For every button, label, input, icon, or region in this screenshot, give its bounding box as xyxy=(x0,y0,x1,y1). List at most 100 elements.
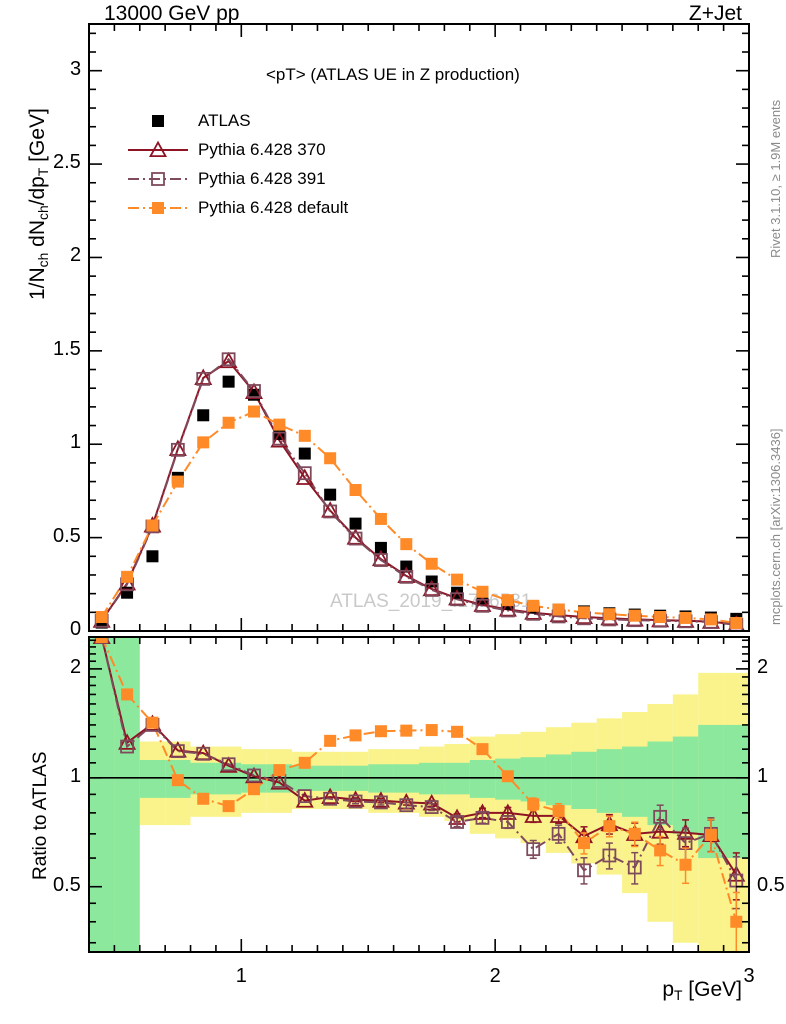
xtick-label-1: 2 xyxy=(489,965,501,987)
main-ytick-label-3: 1.5 xyxy=(53,337,81,360)
marker-filled-square xyxy=(425,557,438,570)
marker-open-square xyxy=(348,794,363,809)
marker-filled-square xyxy=(298,447,311,460)
ratio-ytick-label-0: 0.5 xyxy=(53,873,81,896)
marker-open-square xyxy=(424,583,439,597)
marker-filled-square xyxy=(374,541,387,554)
xtick-label-0: 1 xyxy=(235,965,247,987)
marker-open-square xyxy=(374,553,388,567)
marker-filled-square xyxy=(298,429,311,442)
marker-filled-square xyxy=(603,820,616,833)
marker-filled-square xyxy=(121,688,134,701)
marker-filled-square xyxy=(171,774,184,787)
marker-open-square xyxy=(602,848,617,863)
marker-filled-square xyxy=(704,828,717,841)
marker-filled-square xyxy=(451,573,464,586)
marker-filled-square xyxy=(603,608,616,621)
marker-filled-square xyxy=(171,475,184,488)
marker-open-square xyxy=(653,809,668,824)
marker-open-square xyxy=(323,504,338,519)
marker-open-square xyxy=(120,739,134,754)
marker-filled-square xyxy=(222,416,235,429)
marker-open-square xyxy=(450,815,464,829)
marker-filled-square xyxy=(374,512,387,525)
ratio-line-1 xyxy=(100,637,738,882)
main-ytick-label-0: 0 xyxy=(70,618,82,640)
marker-filled-square xyxy=(654,844,667,857)
marker-filled-square xyxy=(146,550,159,563)
marker-open-triangle xyxy=(295,468,314,485)
marker-open-square xyxy=(170,442,185,457)
marker-open-square xyxy=(272,431,287,446)
marker-open-triangle xyxy=(148,140,168,158)
marker-open-square xyxy=(348,531,363,546)
marker-open-square xyxy=(399,569,414,584)
marker-filled-square xyxy=(273,764,286,777)
marker-filled-square xyxy=(679,858,692,871)
ratio-ytick-label-1: 1 xyxy=(70,764,82,787)
marker-open-triangle xyxy=(295,791,314,808)
marker-filled-square xyxy=(121,570,134,583)
marker-open-square xyxy=(297,789,312,804)
marker-filled-square xyxy=(222,375,235,388)
x-axis-label: pT [GeV] xyxy=(662,978,742,1003)
legend-symbol-2 xyxy=(128,172,188,186)
marker-filled-square xyxy=(273,418,286,431)
marker-filled-square xyxy=(704,613,717,626)
marker-filled-square xyxy=(628,827,641,840)
marker-open-triangle xyxy=(244,382,264,399)
marker-filled-square xyxy=(400,724,413,737)
marker-filled-square xyxy=(349,729,362,742)
marker-filled-square xyxy=(730,616,743,629)
marker-filled-square xyxy=(374,725,387,738)
marker-open-triangle xyxy=(524,603,543,620)
header-right: Z+Jet xyxy=(688,2,742,25)
marker-open-square xyxy=(526,842,541,857)
marker-filled-square xyxy=(654,610,667,623)
series-markers-1 xyxy=(92,351,746,632)
marker-filled-square xyxy=(578,837,590,850)
legend-label-2: Pythia 6.428 391 xyxy=(198,169,326,188)
marker-filled-square xyxy=(476,743,489,756)
series-line-3 xyxy=(100,410,737,624)
ratio-uncertainty-bands xyxy=(89,637,749,952)
marker-open-square xyxy=(475,598,490,613)
marker-filled-square xyxy=(324,452,337,465)
marker-open-square xyxy=(399,798,414,813)
main-ytick-label-6: 3 xyxy=(70,57,82,80)
marker-open-triangle xyxy=(371,791,390,808)
marker-open-square xyxy=(297,466,312,481)
marker-open-square xyxy=(424,800,439,814)
marker-filled-square xyxy=(679,611,692,624)
main-ytick-label-1: 0.5 xyxy=(53,524,81,547)
series-markers-2 xyxy=(94,352,744,632)
series-markers-0 xyxy=(95,375,743,629)
marker-open-triangle xyxy=(270,431,289,448)
marker-filled-square xyxy=(578,606,590,619)
marker-open-square xyxy=(475,810,490,825)
marker-filled-square xyxy=(298,756,311,769)
marker-filled-square xyxy=(451,725,464,738)
marker-filled-square xyxy=(146,716,159,729)
main-plot-title: <pT> (ATLAS UE in Z production) xyxy=(266,65,520,84)
marker-filled-square xyxy=(400,538,413,551)
marker-filled-square xyxy=(527,599,540,612)
marker-open-square xyxy=(247,768,261,783)
series-markers-3 xyxy=(95,405,743,629)
legend-label-3: Pythia 6.428 default xyxy=(198,198,349,217)
marker-open-square xyxy=(151,172,165,186)
series-line-2 xyxy=(100,357,737,626)
marker-open-triangle xyxy=(244,766,264,784)
marker-filled-square xyxy=(197,792,210,805)
marker-filled-square xyxy=(501,594,514,607)
ratio-ytick-label-right-0: 0.5 xyxy=(757,873,785,896)
marker-filled-square xyxy=(324,734,337,747)
legend-symbol-1 xyxy=(128,140,188,158)
marker-open-triangle xyxy=(219,351,238,369)
series-line-1 xyxy=(100,359,737,626)
marker-filled-square xyxy=(476,585,489,598)
marker-filled-square xyxy=(248,783,260,796)
marker-filled-square xyxy=(349,517,362,530)
